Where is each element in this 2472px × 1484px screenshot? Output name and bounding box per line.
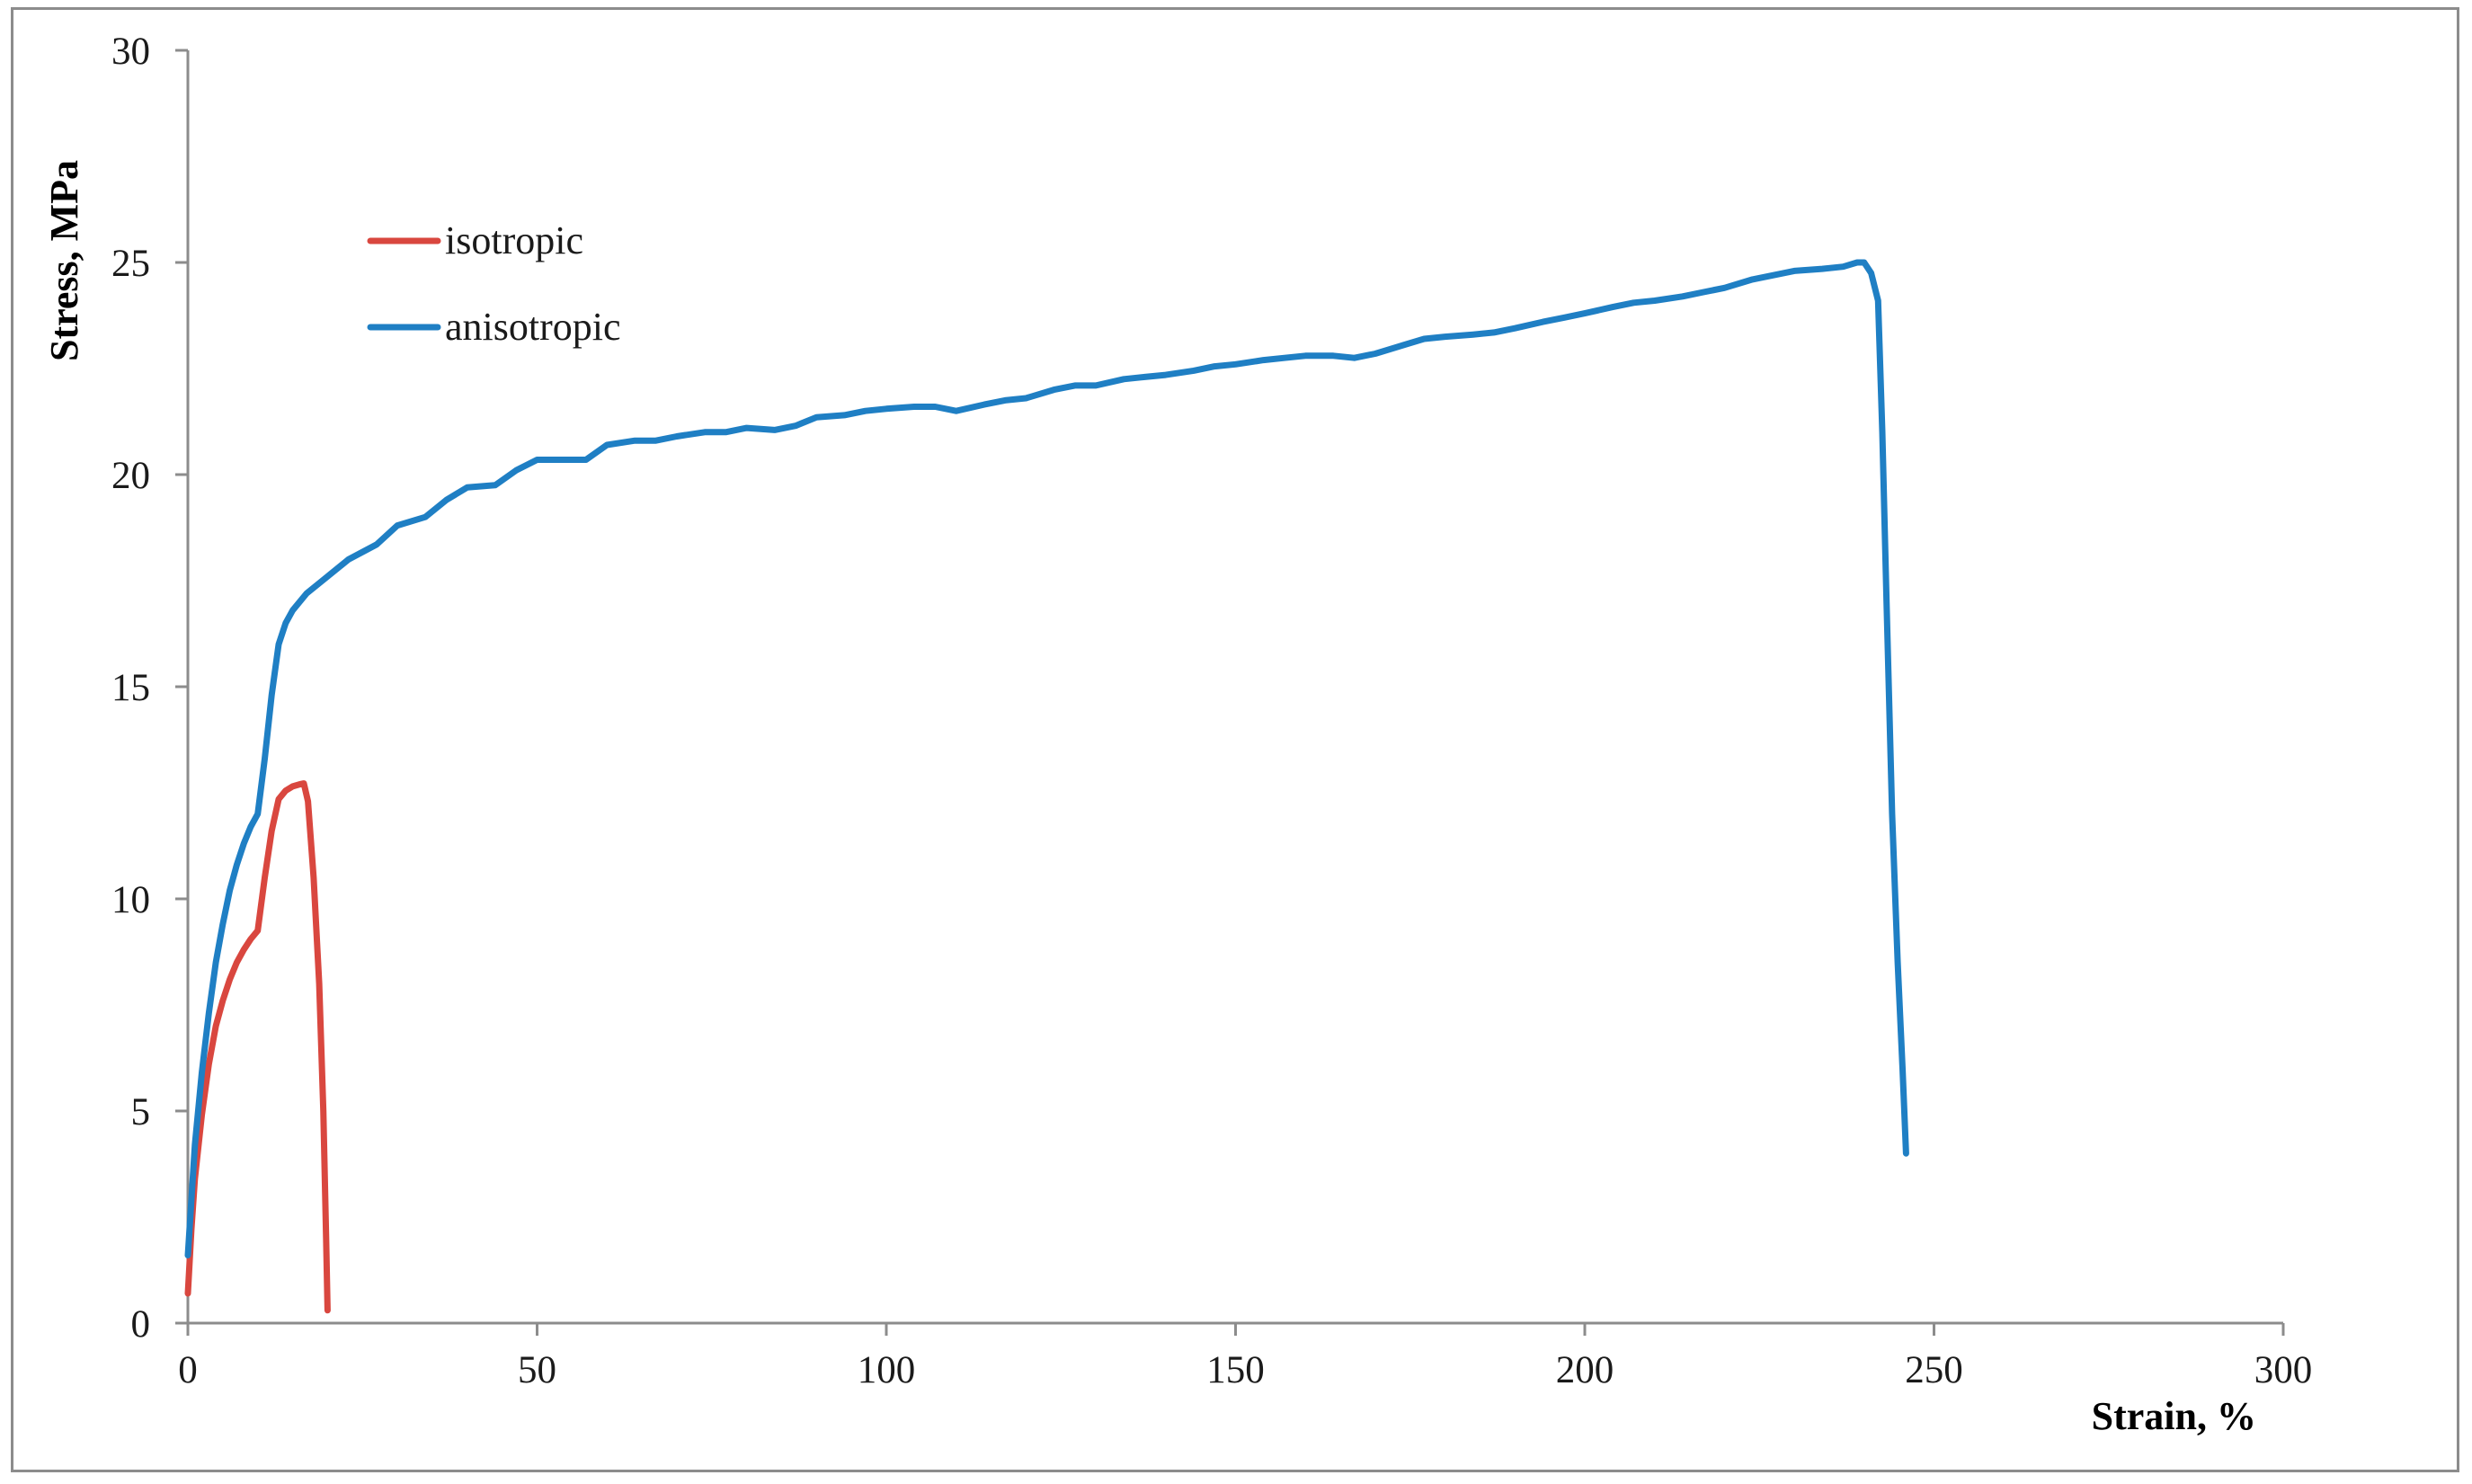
- x-axis-title: Strain, %: [2092, 1394, 2256, 1438]
- x-tick-label: 150: [1206, 1349, 1265, 1391]
- y-tick-label: 30: [111, 31, 150, 73]
- y-axis-title: Stress, MPa: [42, 160, 86, 361]
- x-tick-label: 200: [1556, 1349, 1614, 1391]
- y-tick-label: 10: [111, 879, 150, 921]
- x-tick-label: 50: [518, 1349, 556, 1391]
- legend: isotropic anisotropic: [367, 218, 621, 349]
- x-tick-label: 250: [1905, 1349, 1963, 1391]
- series-layer: [184, 259, 1909, 1314]
- y-tick-label: 15: [111, 667, 150, 709]
- legend-label-isotropic: isotropic: [445, 218, 583, 262]
- legend-label-anisotropic: anisotropic: [445, 305, 621, 349]
- y-tick-label: 0: [131, 1303, 151, 1346]
- series-line-anisotropic: [184, 259, 1909, 1258]
- y-tick-label: 25: [111, 243, 150, 285]
- series-line-isotropic: [184, 780, 331, 1314]
- x-tick-label: 0: [178, 1349, 198, 1391]
- x-tick-label: 300: [2254, 1349, 2313, 1391]
- y-tick-label: 5: [131, 1091, 151, 1133]
- x-tick-label: 100: [858, 1349, 916, 1391]
- chart-frame: [11, 7, 2459, 1472]
- y-tick-label: 20: [111, 455, 150, 497]
